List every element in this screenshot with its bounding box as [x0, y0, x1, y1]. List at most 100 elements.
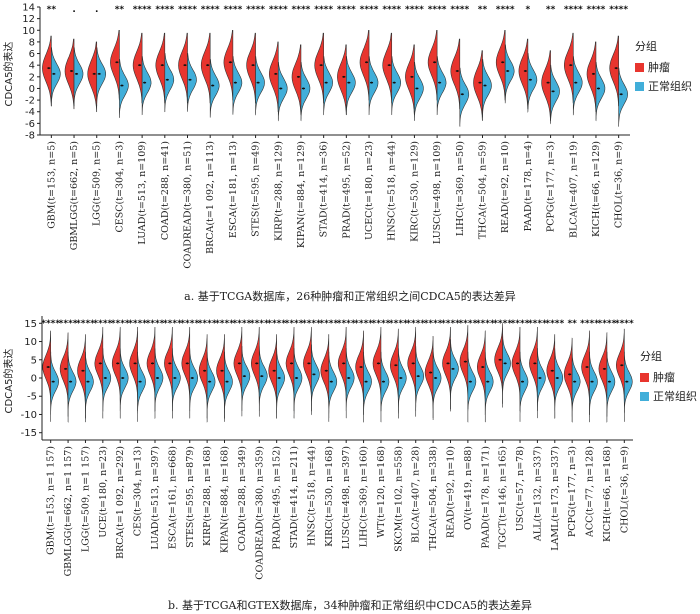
x-tick-label: KICH(t=66, n=129) — [591, 141, 602, 237]
x-tick-label: OV(t=419, n=88) — [463, 446, 474, 530]
normal-median-point — [370, 81, 373, 84]
normal-violin — [554, 348, 564, 419]
tumor-median-point — [115, 61, 118, 64]
legend-item-tumor: 肿瘤 — [635, 59, 692, 75]
legend-title: 分组 — [635, 40, 657, 53]
violin-group: **** WT(t=120, n=168) — [372, 319, 391, 538]
significance-label: **** — [528, 319, 547, 329]
tumor-median-point — [365, 61, 368, 64]
significance-label: **** — [111, 319, 130, 329]
significance-label: **** — [198, 319, 217, 329]
legend-swatch-tumor — [635, 62, 644, 72]
normal-violin — [432, 348, 442, 419]
normal-violin — [450, 339, 459, 410]
normal-violin — [189, 347, 199, 419]
significance-label: **** — [476, 319, 495, 329]
tumor-median-point — [464, 360, 467, 363]
tumor-median-point — [320, 64, 323, 67]
tumor-violin — [77, 334, 86, 419]
tumor-violin — [450, 38, 461, 110]
legend-title: 分组 — [640, 350, 662, 363]
violin-group: * PAAD(t=178, n=4) — [518, 5, 538, 231]
significance-label: ** — [478, 5, 488, 15]
x-tick-label: BLCA(t=407, n=28) — [411, 446, 422, 543]
normal-violin — [618, 67, 628, 127]
tumor-violin — [511, 326, 521, 412]
tumor-violin — [615, 328, 625, 413]
normal-median-point — [166, 78, 169, 81]
legend-label-normal: 正常组织 — [653, 390, 697, 403]
caption-panel-b: b. 基于TCGA和GTEX数据库，34种肿瘤和正常组织中CDCA5的表达差异 — [167, 599, 533, 612]
violin-group: **** BLCA(t=407, n=28) — [406, 319, 425, 543]
x-tick-label: ESCA(t=161, n=668) — [167, 446, 178, 549]
normal-violin — [572, 56, 583, 116]
violin-group: **** TGCT(t=146, n=165) — [493, 319, 512, 549]
y-axis-title: CDCA5的表达 — [2, 42, 15, 107]
violin-group: **** COAD(t=288, n=349) — [232, 319, 251, 551]
normal-median-point — [365, 380, 368, 383]
normal-violin — [276, 347, 286, 419]
tumor-median-point — [221, 369, 224, 372]
x-tick-label: STAD(t=414, n=36) — [319, 141, 330, 237]
x-tick-label: KIRP(t=288, n=168) — [202, 446, 213, 546]
x-tick-label: SKCM(t=102, n=558) — [393, 446, 404, 552]
normal-median-point — [191, 377, 194, 379]
normal-violin — [224, 351, 233, 422]
significance-label: **** — [598, 319, 617, 329]
significance-label: **** — [93, 319, 112, 329]
normal-median-point — [347, 81, 350, 84]
x-tick-label: COAD(t=288, n=41) — [160, 141, 171, 240]
normal-violin — [414, 61, 424, 122]
normal-violin — [368, 56, 379, 116]
x-tick-label: PRAD(t=495, n=52) — [341, 141, 352, 239]
significance-label: ** — [115, 5, 125, 15]
tumor-median-point — [446, 362, 449, 365]
tumor-violin — [563, 337, 573, 423]
significance-label: **** — [76, 319, 95, 329]
tumor-median-point — [499, 358, 502, 361]
violin-group: **** PAAD(t=178, n=171) — [476, 319, 495, 548]
normal-median-point — [393, 81, 396, 84]
y-tick-label: -6 — [25, 119, 35, 130]
violin-group: **** CHOL(t=36, n=9) — [615, 319, 634, 533]
normal-violin — [415, 346, 425, 417]
normal-median-point — [573, 380, 576, 383]
x-tick-label: COAD(t=288, n=349) — [237, 446, 248, 551]
tumor-violin — [146, 326, 156, 412]
x-tick-label: BRCA(t=1 092, n=292) — [115, 446, 126, 559]
normal-median-point — [69, 380, 72, 383]
violin-group: **** BRCA(t=1 092, n=113) — [201, 5, 220, 254]
significance-label: **** — [319, 319, 338, 329]
normal-median-point — [608, 380, 611, 383]
legend-swatch-normal — [635, 81, 644, 91]
normal-median-point — [591, 380, 594, 383]
tumor-median-point — [229, 61, 232, 64]
tumor-violin — [337, 326, 347, 411]
x-tick-label: ACC(t=77, n=128) — [585, 446, 596, 538]
x-tick-label: THCA(t=504, n=59) — [478, 141, 489, 239]
significance-label: **** — [615, 319, 634, 329]
tumor-violin — [132, 32, 143, 104]
y-tick-label: 2 — [29, 72, 35, 83]
normal-median-point — [52, 380, 55, 383]
tumor-median-point — [325, 369, 328, 372]
normal-violin — [300, 61, 311, 122]
normal-violin — [137, 351, 146, 422]
tumor-median-point — [342, 75, 345, 78]
normal-median-point — [620, 93, 623, 96]
panel-b: -15 -10 -5 0 5 10 15 CDCA5的表达 **** GBM(t=153, n=1… — [2, 316, 634, 580]
normal-median-point — [556, 377, 559, 379]
violin-group: **** LGG(t=509, n=1 157) — [76, 319, 95, 552]
tumor-median-point — [481, 366, 484, 369]
tumor-violin — [216, 334, 225, 419]
tumor-violin — [198, 334, 208, 419]
tumor-median-point — [93, 72, 96, 75]
significance-label: **** — [545, 319, 564, 329]
significance-label: **** — [201, 5, 220, 15]
normal-violin — [571, 351, 581, 423]
violin-group: **** KIRC(t=530, n=168) — [319, 319, 338, 547]
normal-median-point — [278, 377, 281, 379]
tumor-median-point — [47, 366, 50, 369]
normal-violin — [67, 351, 77, 423]
